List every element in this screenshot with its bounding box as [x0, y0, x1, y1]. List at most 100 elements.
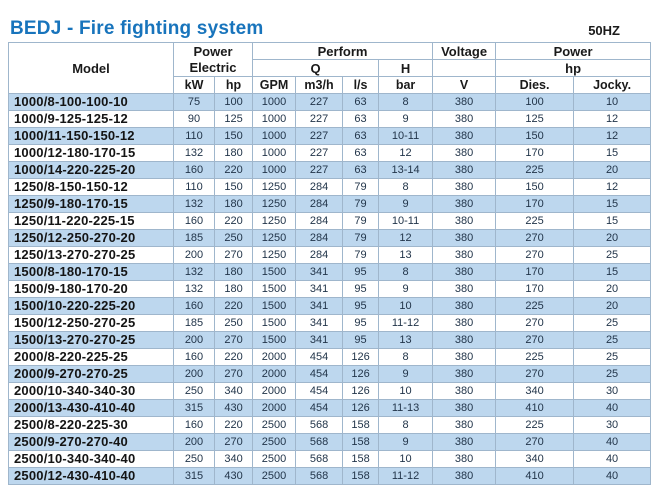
value-cell: 12: [573, 110, 652, 128]
header-power-electric-line1: Power: [193, 43, 233, 59]
header-unit-hp: hp: [213, 76, 254, 94]
value-cell: 341: [295, 331, 344, 349]
value-cell: 1500: [252, 331, 297, 349]
value-cell: 95: [342, 280, 380, 298]
model-cell: 1000/8-100-100-10: [8, 93, 174, 111]
value-cell: 79: [342, 229, 380, 247]
value-cell: 12: [573, 178, 652, 196]
model-cell: 1500/12-250-270-25: [8, 314, 174, 332]
table-row: 2000/10-340-340-30 250 340 2000 454 126 10 380 3…: [8, 382, 652, 400]
model-cell: 1000/11-150-150-12: [8, 127, 174, 145]
value-cell: 430: [213, 399, 254, 417]
value-cell: 150: [495, 178, 575, 196]
value-cell: 2500: [252, 433, 297, 451]
model-cell: 2500/12-430-410-40: [8, 467, 174, 485]
value-cell: 225: [495, 161, 575, 179]
table-row: 1500/8-180-170-15 132 180 1500 341 95 8 380 170 1…: [8, 263, 652, 281]
model-cell: 1000/14-220-225-20: [8, 161, 174, 179]
value-cell: 40: [573, 433, 652, 451]
value-cell: 380: [432, 127, 497, 145]
header-q: Q: [252, 59, 380, 77]
value-cell: 430: [213, 467, 254, 485]
value-cell: 380: [432, 110, 497, 128]
value-cell: 10-11: [378, 127, 434, 145]
value-cell: 10: [378, 450, 434, 468]
value-cell: 270: [495, 365, 575, 383]
table-row: 1000/14-220-225-20 160 220 1000 227 63 13-14 38…: [8, 161, 652, 179]
value-cell: 1250: [252, 178, 297, 196]
value-cell: 284: [295, 229, 344, 247]
value-cell: 1500: [252, 280, 297, 298]
value-cell: 158: [342, 467, 380, 485]
value-cell: 454: [295, 365, 344, 383]
value-cell: 227: [295, 127, 344, 145]
model-cell: 2000/10-340-340-30: [8, 382, 174, 400]
value-cell: 158: [342, 416, 380, 434]
value-cell: 380: [432, 212, 497, 230]
value-cell: 220: [213, 212, 254, 230]
value-cell: 10-11: [378, 212, 434, 230]
value-cell: 340: [495, 382, 575, 400]
model-cell: 1250/12-250-270-20: [8, 229, 174, 247]
value-cell: 410: [495, 467, 575, 485]
value-cell: 225: [495, 416, 575, 434]
value-cell: 1500: [252, 297, 297, 315]
value-cell: 160: [173, 212, 215, 230]
value-cell: 284: [295, 195, 344, 213]
value-cell: 126: [342, 365, 380, 383]
value-cell: 13: [378, 246, 434, 264]
value-cell: 12: [378, 144, 434, 162]
value-cell: 1000: [252, 161, 297, 179]
table-header: Model Power Electric Perform Voltage Pow…: [8, 42, 652, 94]
value-cell: 20: [573, 229, 652, 247]
value-cell: 200: [173, 331, 215, 349]
model-cell: 1250/9-180-170-15: [8, 195, 174, 213]
value-cell: 150: [213, 127, 254, 145]
table-row: 1500/10-220-225-20 160 220 1500 341 95 10 380 22…: [8, 297, 652, 315]
value-cell: 568: [295, 416, 344, 434]
value-cell: 95: [342, 297, 380, 315]
header-unit-l-s: l/s: [342, 76, 380, 94]
value-cell: 126: [342, 382, 380, 400]
value-cell: 185: [173, 314, 215, 332]
value-cell: 8: [378, 348, 434, 366]
value-cell: 20: [573, 297, 652, 315]
value-cell: 270: [213, 246, 254, 264]
table-row: 1000/9-125-125-12 90 125 1000 227 63 9 380 125 12: [8, 110, 652, 128]
value-cell: 95: [342, 263, 380, 281]
value-cell: 95: [342, 331, 380, 349]
value-cell: 158: [342, 433, 380, 451]
model-cell: 1000/12-180-170-15: [8, 144, 174, 162]
value-cell: 380: [432, 161, 497, 179]
value-cell: 125: [495, 110, 575, 128]
value-cell: 126: [342, 348, 380, 366]
value-cell: 20: [573, 161, 652, 179]
value-cell: 30: [573, 416, 652, 434]
value-cell: 12: [573, 127, 652, 145]
value-cell: 380: [432, 365, 497, 383]
value-cell: 227: [295, 144, 344, 162]
value-cell: 380: [432, 433, 497, 451]
value-cell: 90: [173, 110, 215, 128]
value-cell: 63: [342, 93, 380, 111]
model-cell: 2000/8-220-225-25: [8, 348, 174, 366]
table-row: 1250/9-180-170-15 132 180 1250 284 79 9 380 170 1…: [8, 195, 652, 213]
value-cell: 15: [573, 212, 652, 230]
value-cell: 454: [295, 382, 344, 400]
table-row: 1250/12-250-270-20 185 250 1250 284 79 12 380 27…: [8, 229, 652, 247]
value-cell: 380: [432, 314, 497, 332]
table-row: 1500/9-180-170-20 132 180 1500 341 95 9 380 170 2…: [8, 280, 652, 298]
value-cell: 63: [342, 161, 380, 179]
value-cell: 9: [378, 365, 434, 383]
value-cell: 160: [173, 161, 215, 179]
value-cell: 170: [495, 195, 575, 213]
value-cell: 1500: [252, 263, 297, 281]
model-cell: 2000/9-270-270-25: [8, 365, 174, 383]
value-cell: 270: [213, 365, 254, 383]
value-cell: 220: [213, 297, 254, 315]
value-cell: 380: [432, 263, 497, 281]
model-cell: 1250/13-270-270-25: [8, 246, 174, 264]
value-cell: 380: [432, 280, 497, 298]
value-cell: 380: [432, 246, 497, 264]
